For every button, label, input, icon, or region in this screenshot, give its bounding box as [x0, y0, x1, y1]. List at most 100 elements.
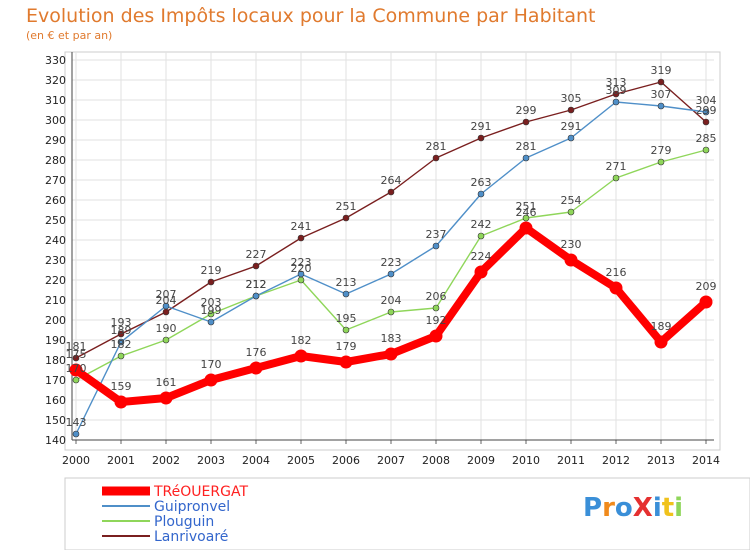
y-tick-label: 190 [45, 334, 66, 347]
series-3-point [342, 214, 350, 222]
series-0-point [69, 363, 83, 377]
series-1-data-label: 263 [471, 176, 492, 189]
series-3-data-label: 305 [561, 92, 582, 105]
series-0-data-label: 182 [291, 334, 312, 347]
series-0-point [204, 373, 218, 387]
legend-box [64, 477, 750, 550]
y-tick-label: 150 [45, 414, 66, 427]
legend-label-2: Plouguin [154, 514, 214, 530]
series-group [69, 78, 713, 438]
y-tick-label: 290 [45, 134, 66, 147]
series-1-data-label: 223 [291, 256, 312, 269]
series-1-data-label: 143 [66, 416, 87, 429]
x-tick-label: 2014 [692, 454, 720, 467]
series-3-data-label: 291 [471, 120, 492, 133]
series-1-point [297, 270, 305, 278]
series-1-point [567, 134, 575, 142]
series-0-data-label: 189 [651, 320, 672, 333]
series-2-data-label: 254 [561, 194, 582, 207]
series-2-point [522, 214, 530, 222]
series-1-data-label: 213 [336, 276, 357, 289]
series-1-data-label: 281 [516, 140, 537, 153]
series-1-data-label: 223 [381, 256, 402, 269]
y-tick-label: 160 [45, 394, 66, 407]
series-1-data-label: 309 [606, 84, 627, 97]
series-0-point [384, 347, 398, 361]
series-2-data-label: 204 [381, 294, 402, 307]
series-1-point [477, 190, 485, 198]
x-tick-label: 2003 [197, 454, 225, 467]
x-tick-label: 2011 [557, 454, 585, 467]
x-tick-label: 2012 [602, 454, 630, 467]
series-3-data-label: 193 [111, 316, 132, 329]
series-2-data-label: 182 [111, 338, 132, 351]
y-tick-label: 330 [45, 54, 66, 67]
series-1-point [207, 318, 215, 326]
series-0-data-label: 161 [156, 376, 177, 389]
x-tick-label: 2002 [152, 454, 180, 467]
series-2-point [117, 352, 125, 360]
series-1-point [72, 430, 80, 438]
series-0-point [294, 349, 308, 363]
data-labels: 1811932042192272412512642812912993053133… [66, 64, 717, 429]
series-2-data-label: 206 [426, 290, 447, 303]
series-3-point [162, 308, 170, 316]
y-tick-label: 200 [45, 314, 66, 327]
proxiti-logo: ProXiti [583, 493, 683, 523]
series-1-data-label: 237 [426, 228, 447, 241]
series-1-data-label: 189 [111, 324, 132, 337]
series-1-point [117, 338, 125, 346]
series-0-point [429, 329, 443, 343]
y-tick-label: 230 [45, 254, 66, 267]
plot-area [64, 51, 721, 451]
series-0-point [564, 253, 578, 267]
series-0-data-label: 230 [561, 238, 582, 251]
y-tick-label: 180 [45, 354, 66, 367]
series-3-data-label: 319 [651, 64, 672, 77]
series-0-point [654, 335, 668, 349]
series-0-point [609, 281, 623, 295]
x-tick-label: 2000 [62, 454, 90, 467]
series-1-data-label: 207 [156, 288, 177, 301]
series-3-point [432, 154, 440, 162]
series-0-data-label: 192 [426, 314, 447, 327]
y-tick-label: 210 [45, 294, 66, 307]
series-0-point [249, 361, 263, 375]
series-3-point [297, 234, 305, 242]
series-3-point [387, 188, 395, 196]
series-0-data-label: 224 [471, 250, 492, 263]
series-2-point [567, 208, 575, 216]
y-tick-label: 320 [45, 74, 66, 87]
x-tick-label: 2010 [512, 454, 540, 467]
series-1-point [657, 102, 665, 110]
series-2-data-label: 170 [66, 362, 87, 375]
y-tick-label: 280 [45, 154, 66, 167]
series-1-data-label: 212 [246, 278, 267, 291]
series-1-point [522, 154, 530, 162]
series-3-point [522, 118, 530, 126]
series-1-data-label: 199 [201, 304, 222, 317]
series-3-point [72, 354, 80, 362]
series-2-point [72, 376, 80, 384]
series-0-data-label: 176 [246, 346, 267, 359]
series-2-point [612, 174, 620, 182]
x-tick-label: 2005 [287, 454, 315, 467]
series-3-point [117, 330, 125, 338]
series-2-point [207, 310, 215, 318]
grid [72, 52, 714, 444]
series-3-data-label: 219 [201, 264, 222, 277]
legend-label-0: TRéOUERGAT [153, 484, 248, 500]
series-2-data-label: 212 [246, 278, 267, 291]
series-0-data-label: 209 [696, 280, 717, 293]
series-2-point [387, 308, 395, 316]
y-tick-label: 170 [45, 374, 66, 387]
legend-label-1: Guipronvel [154, 499, 230, 515]
series-3-point [702, 118, 710, 126]
series-2-data-label: 220 [291, 262, 312, 275]
series-2-data-label: 251 [516, 200, 537, 213]
y-tick-label: 140 [45, 434, 66, 447]
series-3-data-label: 181 [66, 340, 87, 353]
x-tick-label: 2004 [242, 454, 270, 467]
